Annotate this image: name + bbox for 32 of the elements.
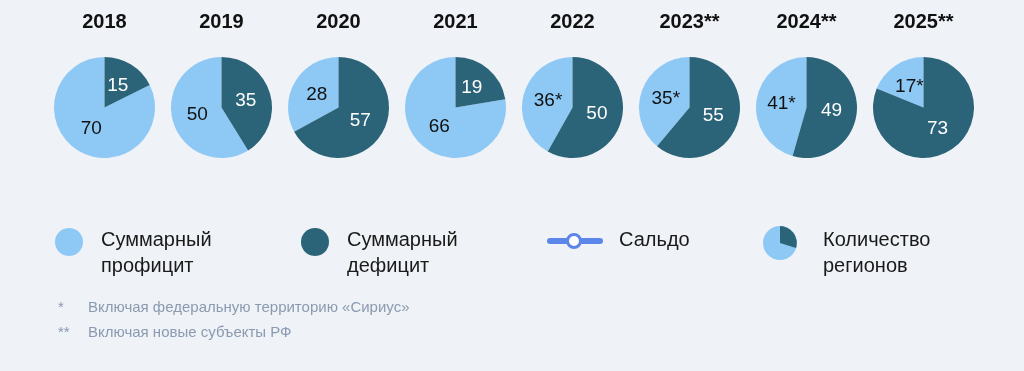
text: Включая федеральную территорию «Сириус» xyxy=(88,298,411,315)
data-label: 49 xyxy=(820,99,843,121)
data-label: 41* xyxy=(767,92,797,114)
data-label: 70 xyxy=(80,117,102,139)
chart-title: 2021 xyxy=(433,9,478,32)
chart-title: 2018 xyxy=(82,9,127,32)
chart-title: 2022 xyxy=(550,9,595,32)
text: Количество регионов xyxy=(823,227,932,278)
data-label: 17* xyxy=(895,74,925,96)
text: ** xyxy=(58,323,71,340)
data-label: 55 xyxy=(702,104,724,126)
data-label: 73 xyxy=(927,116,949,138)
data-label: 66 xyxy=(428,115,450,137)
chart-title: 2019 xyxy=(199,9,244,32)
legend-label: Суммарный дефицит xyxy=(347,227,459,278)
text: Включая новые субъекты РФ xyxy=(88,323,293,340)
chart-title: 2025** xyxy=(893,9,954,32)
data-label: 36* xyxy=(533,89,563,111)
data-label: 50 xyxy=(186,102,208,124)
legend-label: Суммарный профицит xyxy=(101,227,213,278)
chart-title: 2023** xyxy=(659,9,720,32)
text: * xyxy=(58,298,65,315)
data-label: 50 xyxy=(586,102,608,124)
data-label: 35* xyxy=(651,87,681,109)
chart-title: 2024** xyxy=(776,9,837,32)
chart-title: 2020 xyxy=(316,9,361,32)
data-label: 19 xyxy=(461,76,483,98)
data-label: 35 xyxy=(235,88,257,110)
data-label: 28 xyxy=(306,82,328,104)
data-label: 15 xyxy=(107,74,129,96)
text: Сальдо xyxy=(619,227,690,252)
data-label: 57 xyxy=(349,108,371,130)
